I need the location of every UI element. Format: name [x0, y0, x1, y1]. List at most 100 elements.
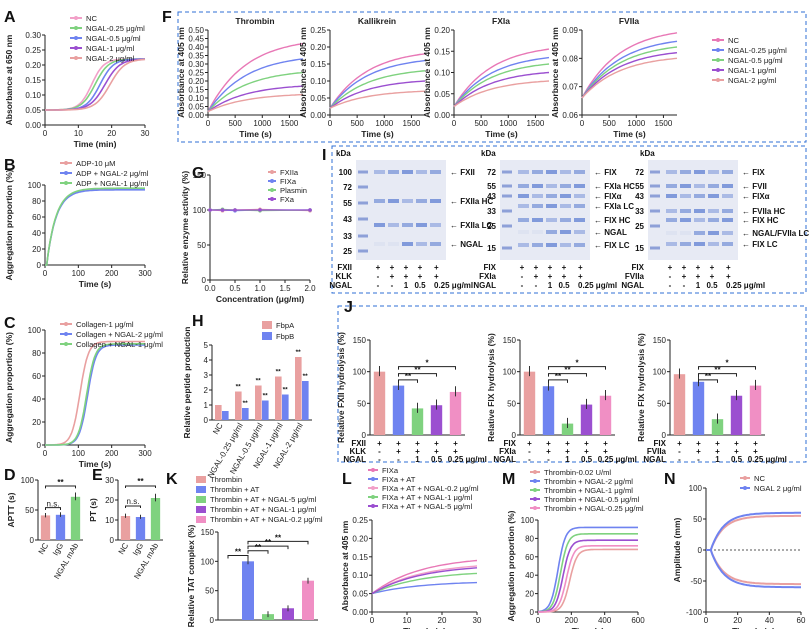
F3-ytick-label: 0.09 [562, 26, 578, 35]
J-row-value: + [753, 447, 758, 456]
K-bracket [247, 540, 309, 545]
M-legend-marker [533, 497, 537, 501]
H-annotation: ** [283, 387, 289, 394]
C-ytick-label: 60 [32, 372, 41, 381]
J-annotation: * [575, 359, 579, 368]
E-ytick-label: 0 [110, 536, 115, 545]
D-bracket-sig [45, 485, 76, 489]
gel-band [694, 242, 705, 246]
H-ytick-label: 5 [204, 341, 209, 350]
M-legend-label: Thrombin + NGAL-1 μg/ml [544, 486, 633, 495]
B-ytick-label: 100 [28, 181, 42, 190]
gel-band [666, 184, 677, 188]
I-row-label: KLK [336, 272, 353, 281]
J-row-value: 0.5 [731, 455, 743, 464]
E-ytick-label: 10 [105, 516, 114, 525]
I-row-value: - [683, 281, 686, 290]
M-xtick-label: 0 [536, 616, 541, 625]
K-bracket [227, 554, 249, 559]
I-band-label: ← FXIIa HC [450, 197, 493, 206]
F1-xlabel: Time (s) [361, 129, 394, 139]
M-legend-label: Thrombin + NGAL-2 μg/ml [544, 477, 633, 486]
gel-band [680, 184, 691, 188]
J-row-value: + [453, 439, 458, 448]
L-ytick-label: 0.15 [352, 553, 368, 562]
M-series-line-2 [537, 533, 638, 613]
gel-band [680, 218, 691, 222]
J1-ytick-label: 50 [507, 399, 516, 408]
K-legend-swatch [196, 476, 206, 483]
M-ytick-label: 60 [525, 553, 534, 562]
M-series-line-0 [538, 548, 638, 613]
gel-band [430, 170, 441, 174]
F-series-line-3-4 [581, 57, 678, 99]
F0-ytick-label: 0.05 [188, 103, 204, 112]
K-bar-3 [282, 608, 294, 620]
D-ytick-label: 100 [21, 476, 35, 485]
I-row-value: + [726, 263, 731, 272]
gel-band [680, 231, 691, 235]
gel-ladder-band [650, 184, 660, 188]
gel-ladder-band [650, 224, 660, 228]
B-legend-label: ADP-10 μM [76, 159, 115, 168]
gel-band [666, 242, 677, 246]
C-legend-marker [64, 332, 68, 336]
F0-ytick-label: 0.25 [188, 69, 204, 78]
F1-ylabel: Absorbance at 405 nm [298, 27, 308, 118]
panel-label-C: C [4, 315, 16, 332]
J-row-value: + [396, 439, 401, 448]
J-row-value: + [753, 439, 758, 448]
gel-band [722, 231, 733, 235]
J0-ylabel: Relative FXII hydrolysis (%) [336, 332, 346, 443]
gel-band [708, 218, 719, 222]
F-series-line-0-0 [207, 42, 304, 112]
I-row-value: + [578, 263, 583, 272]
gel-band [560, 194, 571, 198]
L-legend-label: FIXa + AT + NGAL-1 μg/ml [382, 493, 473, 502]
F1-ytick-label: 0.05 [310, 94, 326, 103]
K-bracket [247, 550, 269, 554]
L-ylabel: Absorbance at 405 nm [340, 520, 350, 611]
B-ytick-label: 60 [32, 213, 41, 222]
gel-band [518, 230, 529, 234]
M-legend-marker [533, 506, 537, 510]
gel-ladder-band [650, 209, 660, 213]
I-ladder-label: 72 [635, 168, 644, 177]
J0-ytick-label: 0 [362, 431, 367, 440]
L-legend-marker [371, 486, 375, 490]
K-legend-swatch [196, 496, 206, 503]
J-row-label: NGAL [343, 455, 366, 464]
L-ytick-label: 0.20 [352, 534, 368, 543]
F1-ytick-label: 0.20 [310, 43, 326, 52]
F3-ytick-label: 0.06 [562, 111, 578, 120]
gel-band [430, 223, 441, 227]
L-legend-marker [371, 468, 375, 472]
M-ytick-label: 80 [525, 534, 534, 543]
F3-xtick-label: 1500 [655, 119, 673, 128]
J-unit-label: μg/ml [466, 455, 487, 464]
D-bar-0 [40, 515, 51, 540]
J-row-label: FXIa [499, 447, 516, 456]
gel-band [574, 204, 585, 208]
L-legend-label: FIXa + AT + NGAL-5 μg/ml [382, 502, 473, 511]
L-xtick-label: 10 [403, 616, 412, 625]
gel-band [666, 231, 677, 235]
J-row-value: - [678, 455, 681, 464]
I-ladder-label: 55 [635, 182, 644, 191]
I-row-value: - [669, 272, 672, 281]
H-ytick-label: 3 [204, 371, 209, 380]
B-ytick-label: 0 [37, 261, 42, 270]
I-row-value: - [391, 281, 394, 290]
F1-ytick-label: 0.15 [310, 60, 326, 69]
E-category-label: IgG [131, 542, 145, 558]
F0-xlabel: Time (s) [239, 129, 272, 139]
J-bar-0-4 [449, 391, 462, 435]
D-annotation-sig: ** [57, 478, 64, 487]
gel-band [574, 170, 585, 174]
J-bar-1-2 [561, 423, 574, 435]
B-ytick-label: 80 [32, 197, 41, 206]
B-xlabel: Time (s) [79, 279, 112, 289]
G-point [308, 208, 312, 212]
E-annotation-ns: n.s. [127, 497, 140, 506]
I-row-value: + [390, 272, 395, 281]
